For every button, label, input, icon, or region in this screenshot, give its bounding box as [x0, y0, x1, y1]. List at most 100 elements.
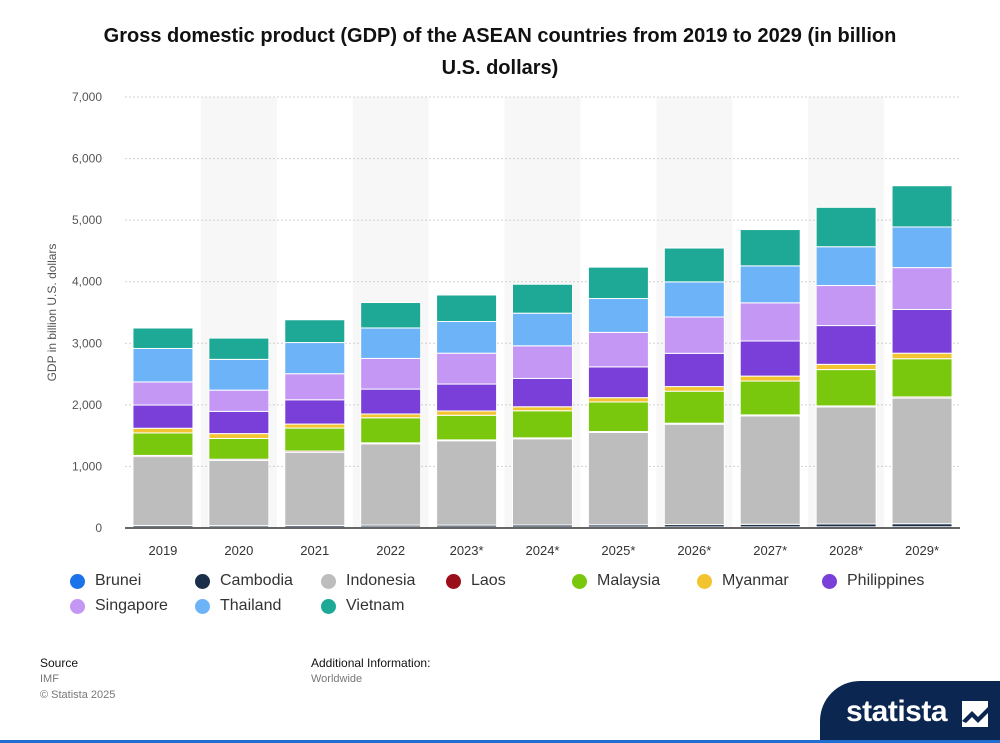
legend-swatch [70, 573, 85, 589]
bar-thailand-6 [587, 298, 649, 333]
bar-malaysia-4 [436, 414, 498, 441]
bar-myanmar-0 [132, 427, 194, 434]
bar-myanmar-1 [208, 433, 270, 439]
bar-singapore-3 [360, 357, 422, 390]
bar-thailand-9 [815, 246, 877, 287]
bar-indonesia-2 [284, 451, 346, 526]
bar-myanmar-5 [512, 406, 573, 412]
x-tick-label-2: 2021 [300, 543, 329, 558]
bar-thailand-10 [891, 226, 953, 269]
additional-info-value: Worldwide [311, 673, 363, 685]
bar-philippines-10 [891, 308, 953, 354]
bar-myanmar-6 [587, 397, 649, 403]
bar-indonesia-10 [891, 397, 953, 525]
legend-item-brunei[interactable]: Brunei [70, 572, 141, 590]
bar-philippines-7 [663, 352, 725, 388]
x-tick-label-6: 2025* [601, 543, 635, 558]
bar-indonesia-5 [512, 438, 573, 526]
bar-myanmar-10 [891, 352, 953, 360]
x-tick-label-10: 2029* [905, 543, 939, 558]
y-tick-label-3: 3,000 [72, 336, 102, 350]
legend-item-singapore[interactable]: Singapore [70, 597, 168, 615]
bar-thailand-4 [436, 320, 498, 354]
bar-malaysia-6 [587, 401, 649, 433]
bar-thailand-1 [208, 358, 270, 391]
bar-philippines-1 [208, 410, 270, 435]
legend-label: Philippines [847, 572, 925, 589]
legend-label: Cambodia [220, 572, 293, 589]
legend-swatch [321, 573, 336, 589]
legend-swatch [446, 573, 461, 589]
legend-item-philippines[interactable]: Philippines [822, 572, 924, 590]
y-tick-label-6: 6,000 [72, 152, 102, 166]
x-tick-label-1: 2020 [224, 543, 253, 558]
bar-philippines-0 [132, 404, 194, 429]
x-tick-label-7: 2026* [677, 543, 711, 558]
legend-swatch [195, 598, 210, 614]
bar-vietnam-4 [436, 294, 498, 322]
x-tick-label-9: 2028* [829, 543, 863, 558]
legend-label: Singapore [95, 597, 168, 614]
legend-swatch [572, 573, 587, 589]
bar-malaysia-7 [663, 390, 725, 424]
x-tick-label-4: 2023* [450, 543, 484, 558]
x-tick-label-0: 2019 [148, 543, 177, 558]
bar-philippines-5 [512, 377, 573, 408]
bar-malaysia-8 [739, 380, 801, 416]
legend-item-myanmar[interactable]: Myanmar [697, 572, 789, 590]
bar-vietnam-1 [208, 337, 270, 360]
x-tick-label-5: 2024* [526, 543, 560, 558]
legend-item-malaysia[interactable]: Malaysia [572, 572, 660, 590]
bar-malaysia-2 [284, 427, 346, 452]
bar-myanmar-3 [360, 413, 422, 419]
legend-label: Indonesia [346, 572, 416, 589]
additional-info-block: Additional Information: Worldwide [311, 656, 430, 687]
legend-label: Vietnam [346, 597, 405, 614]
bar-indonesia-9 [815, 406, 877, 525]
brand-name: statista [846, 695, 948, 728]
bar-singapore-7 [663, 316, 725, 354]
bar-indonesia-0 [132, 456, 194, 527]
stacked-bar-chart: 0 1,000 2,000 3,000 4,000 5,000 6,000 7,000 GDP … [45, 90, 960, 558]
bar-indonesia-1 [208, 459, 270, 527]
bar-philippines-3 [360, 388, 422, 415]
legend-item-cambodia[interactable]: Cambodia [195, 572, 293, 590]
legend-label: Myanmar [722, 572, 789, 589]
bar-singapore-9 [815, 285, 877, 327]
legend-item-thailand[interactable]: Thailand [195, 597, 281, 615]
bar-vietnam-9 [815, 206, 877, 248]
chart-title: Gross domestic product (GDP) of the ASEA… [103, 25, 897, 79]
bar-thailand-3 [360, 327, 422, 359]
bar-vietnam-5 [512, 283, 573, 314]
bar-indonesia-8 [739, 415, 801, 525]
bar-malaysia-3 [360, 417, 422, 444]
y-tick-label-5: 5,000 [72, 213, 102, 227]
bar-thailand-8 [739, 265, 801, 304]
legend-swatch [822, 573, 837, 589]
y-tick-label-7: 7,000 [72, 90, 102, 104]
additional-info-label: Additional Information: [311, 656, 431, 670]
bar-philippines-9 [815, 325, 877, 365]
bar-philippines-2 [284, 399, 346, 425]
x-tick-label-8: 2027* [753, 543, 787, 558]
legend-label: Thailand [220, 597, 282, 614]
legend-swatch [321, 598, 336, 614]
source-block: Source IMF © Statista 2025 [40, 656, 115, 703]
legend-item-indonesia[interactable]: Indonesia [321, 572, 415, 590]
legend-item-laos[interactable]: Laos [446, 572, 506, 590]
bar-thailand-5 [512, 312, 573, 347]
y-tick-label-2: 2,000 [72, 398, 102, 412]
y-tick-label-0: 0 [95, 521, 102, 535]
bar-myanmar-7 [663, 386, 725, 392]
bar-malaysia-1 [208, 437, 270, 460]
bar-indonesia-6 [587, 431, 649, 526]
bar-vietnam-8 [739, 229, 801, 267]
bar-indonesia-7 [663, 423, 725, 526]
legend-item-vietnam[interactable]: Vietnam [321, 597, 404, 615]
source-label: Source [40, 656, 79, 670]
bar-singapore-5 [512, 345, 573, 379]
legend-swatch [697, 573, 712, 589]
legend-label: Laos [471, 572, 506, 589]
bar-malaysia-5 [512, 410, 573, 439]
x-tick-label-3: 2022 [376, 543, 405, 558]
